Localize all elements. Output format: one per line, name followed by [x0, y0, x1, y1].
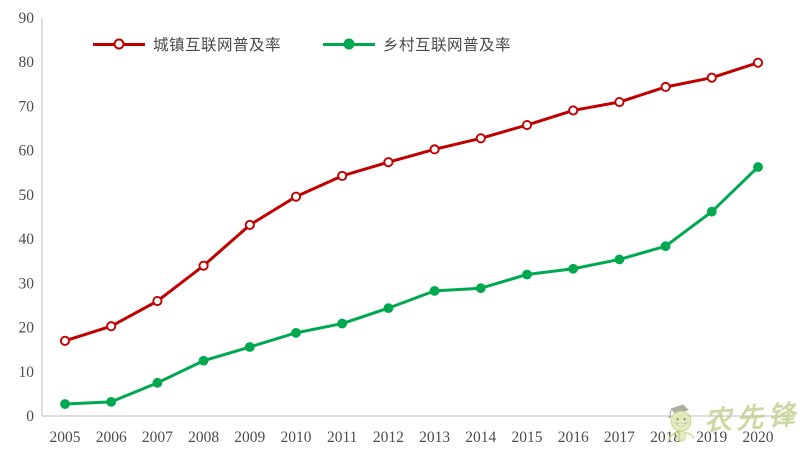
- urban-data-point-2020: [752, 57, 764, 68]
- rural-data-point-2009: [244, 342, 255, 352]
- rural-data-point-2007: [152, 377, 163, 388]
- legend-label-rural: 乡村互联网普及率: [383, 37, 512, 54]
- x-axis-tick-label: 2020: [743, 429, 774, 446]
- rural-data-point-2006: [106, 396, 117, 407]
- urban-data-point-2007: [152, 295, 163, 307]
- x-axis-tick-label: 2016: [558, 429, 589, 446]
- y-axis-tick-label: 90: [19, 10, 35, 27]
- x-axis-tick-label: 2007: [142, 429, 173, 446]
- x-axis-tick-label: 2015: [512, 429, 543, 446]
- rural-data-point-2014: [475, 283, 486, 294]
- x-axis-tick-label: 2014: [465, 429, 496, 446]
- rural-data-point-2005: [60, 399, 70, 409]
- chart-legend: 城镇互联网普及率 乡村互联网普及率: [93, 33, 511, 55]
- rural-data-point-2008: [198, 355, 209, 366]
- rural-data-point-2011: [337, 318, 348, 329]
- x-axis-tick-label: 2018: [650, 429, 681, 446]
- y-axis-tick-label: 80: [19, 54, 35, 71]
- y-axis-tick-label: 70: [19, 98, 35, 115]
- x-axis-tick-label: 2019: [696, 429, 727, 446]
- y-axis-tick-label: 10: [19, 364, 35, 381]
- rural-data-point-2016: [568, 263, 579, 274]
- x-axis-tick-label: 2006: [96, 429, 127, 446]
- rural-series-swatch-icon: [323, 36, 376, 52]
- rural-data-point-2013: [429, 285, 440, 296]
- urban-data-point-2006: [106, 321, 117, 332]
- urban-data-point-2019: [706, 72, 717, 83]
- urban-data-point-2012: [383, 157, 394, 168]
- urban-data-point-2017: [614, 96, 625, 108]
- y-axis-tick-label: 40: [19, 231, 35, 248]
- x-axis-tick-label: 2011: [327, 429, 357, 446]
- rural-data-point-2019: [706, 206, 717, 217]
- urban-data-point-2010: [290, 191, 302, 202]
- x-axis-tick-label: 2005: [50, 429, 81, 446]
- urban-series-line: [63, 61, 760, 343]
- urban-data-point-2011: [337, 170, 348, 181]
- x-axis-tick-label: 2008: [188, 429, 219, 446]
- y-axis-tick-label: 30: [19, 275, 35, 292]
- legend-item-rural: 乡村互联网普及率: [323, 33, 511, 55]
- urban-series-swatch-icon: [93, 36, 145, 52]
- urban-data-point-2015: [521, 119, 533, 131]
- rural-data-point-2017: [614, 254, 625, 265]
- rural-data-point-2012: [383, 303, 394, 313]
- y-axis-tick-label: 20: [19, 320, 35, 337]
- rural-data-point-2015: [522, 269, 532, 280]
- y-axis-tick-label: 50: [19, 187, 35, 204]
- rural-data-point-2010: [291, 327, 301, 338]
- x-axis-tick-label: 2009: [234, 429, 265, 446]
- urban-data-point-2014: [475, 133, 486, 144]
- x-axis-tick-label: 2010: [281, 429, 312, 446]
- x-axis-tick-label: 2012: [373, 429, 404, 446]
- urban-data-point-2013: [429, 144, 440, 155]
- y-axis-tick-label: 0: [26, 408, 34, 425]
- urban-data-point-2016: [568, 105, 579, 116]
- x-axis-tick-label: 2013: [419, 429, 450, 446]
- urban-data-point-2009: [244, 219, 255, 231]
- rural-data-point-2020: [753, 162, 763, 172]
- urban-data-point-2018: [660, 81, 671, 93]
- legend-label-urban: 城镇互联网普及率: [153, 37, 282, 54]
- urban-data-point-2008: [198, 260, 209, 271]
- rural-series-line: [63, 165, 760, 406]
- legend-item-urban: 城镇互联网普及率: [93, 33, 281, 55]
- urban-data-point-2005: [59, 335, 71, 346]
- rural-data-point-2018: [660, 241, 671, 252]
- y-axis-tick-label: 60: [19, 143, 35, 160]
- x-axis-tick-label: 2017: [604, 429, 635, 446]
